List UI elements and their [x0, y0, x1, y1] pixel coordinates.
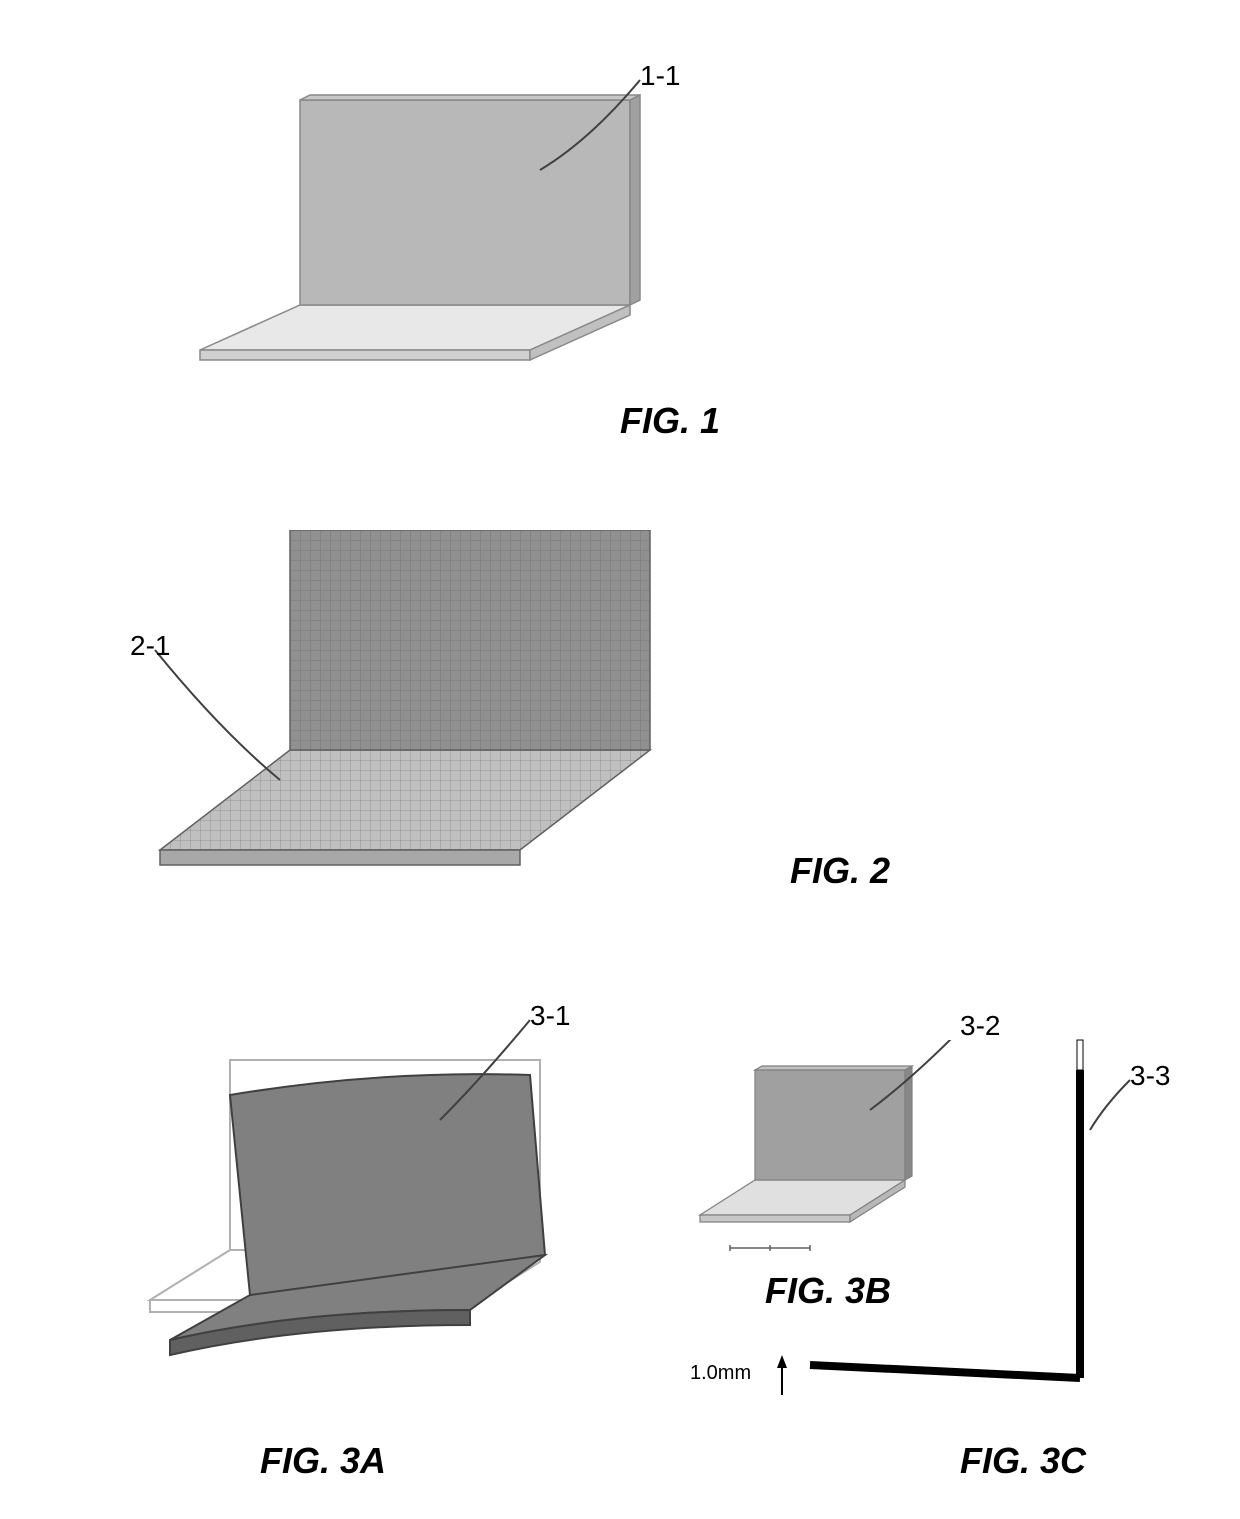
fig3c-drawing: [760, 1030, 1140, 1410]
fig3c-callout: 3-3: [1130, 1060, 1170, 1092]
fig2-callout: 2-1: [130, 630, 170, 662]
fig3a-callout: 3-1: [530, 1000, 570, 1032]
fig3a-label: FIG. 3A: [260, 1440, 386, 1482]
fig2-label: FIG. 2: [790, 850, 890, 892]
fig3c-label: FIG. 3C: [960, 1440, 1086, 1482]
fig2-drawing: [120, 530, 720, 910]
fig3a-drawing: [100, 1000, 620, 1420]
fig1-callout: 1-1: [640, 60, 680, 92]
fig3c-dimension: 1.0mm: [690, 1362, 751, 1385]
fig1-drawing: [140, 40, 740, 440]
fig1-label: FIG. 1: [620, 400, 720, 442]
